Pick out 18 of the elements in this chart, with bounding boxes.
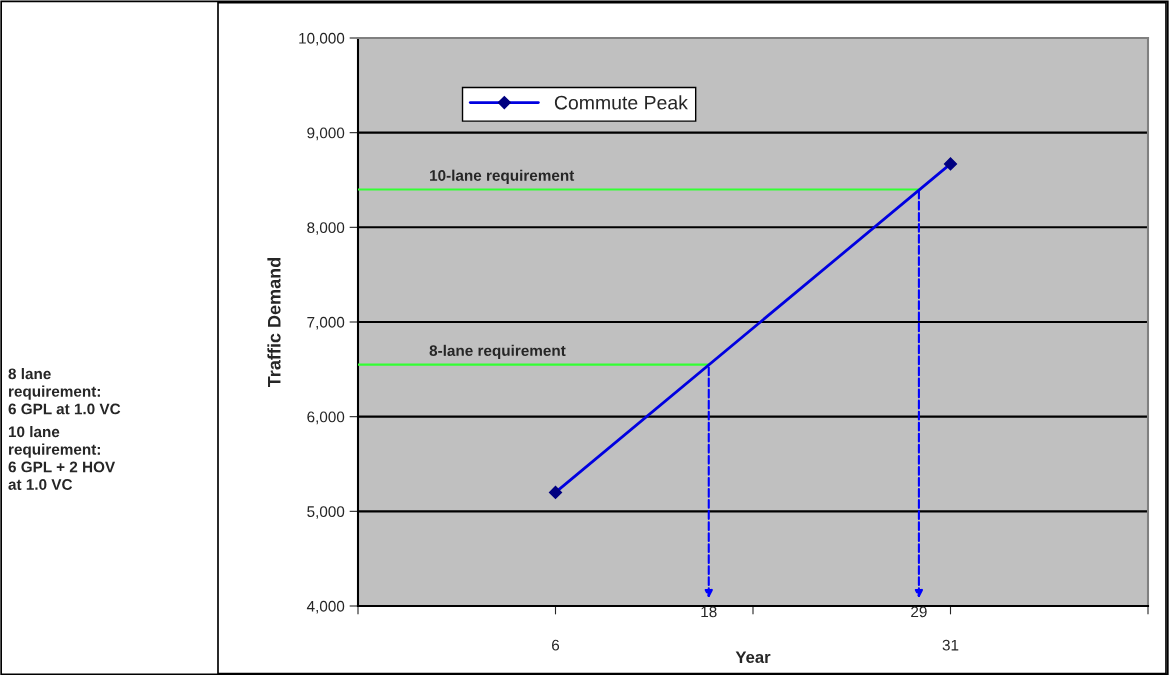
x-axis-title: Year <box>735 651 771 664</box>
y-tick-label: 8,000 <box>307 222 345 235</box>
y-tick-label: 5,000 <box>307 506 345 519</box>
y-tick-label: 6,000 <box>307 411 345 425</box>
ref-line-label: 8-lane requirement <box>429 344 566 360</box>
annotation: 29 <box>911 606 927 618</box>
y-tick-label: 9,000 <box>307 127 345 141</box>
y-tick-label: 4,000 <box>306 600 345 614</box>
ref-line-label: 10-lane requirement <box>430 169 575 184</box>
legend-label: Commute Peak <box>554 95 688 110</box>
y-tick-label: 7,000 <box>307 316 345 330</box>
text: 10 lane requirement: 6 GPL + 2 HOV at 1.0 VC <box>8 426 116 490</box>
y-axis-title: Traffic Demand <box>267 257 281 388</box>
annotation: 18 <box>701 606 717 618</box>
x-tick-label: 31 <box>942 639 959 651</box>
x-tick-label: 6 <box>552 639 560 651</box>
y-tick-label: 10,000 <box>299 32 345 46</box>
text: 8 lane requirement: 6 GPL at 1.0 VC <box>8 368 121 415</box>
